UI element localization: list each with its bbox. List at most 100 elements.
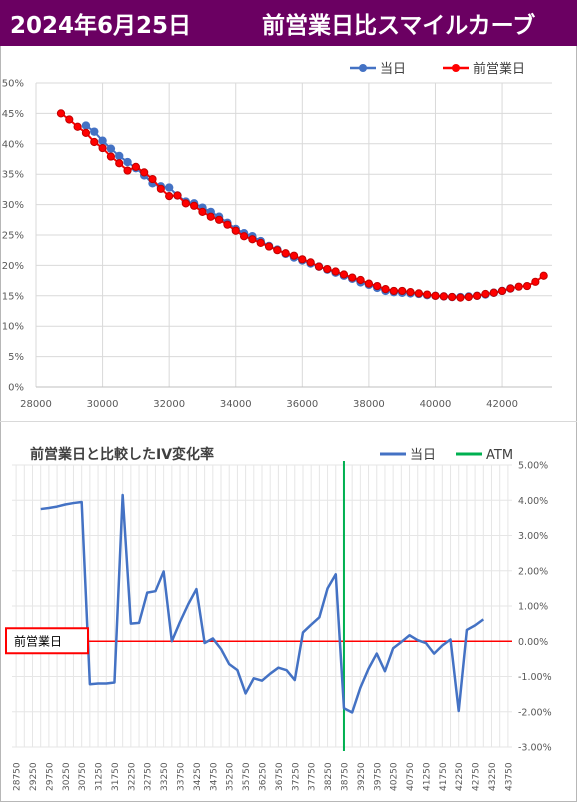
x-tick-label: 36250 [259, 762, 269, 791]
data-point-prev-day [314, 262, 324, 271]
data-point-prev-day [339, 270, 349, 279]
x-tick-label: 32750 [144, 762, 154, 791]
legend-label-prev-day: 前営業日 [473, 61, 525, 77]
data-point-prev-day [381, 285, 390, 294]
x-tick-label: 32250 [127, 762, 137, 791]
x-tick-label: 33250 [160, 762, 170, 791]
data-point-prev-day [81, 128, 91, 137]
data-point-prev-day [389, 286, 398, 296]
data-point-prev-day [489, 288, 498, 297]
data-point-prev-day [106, 152, 116, 161]
x-tick-label: 43750 [504, 762, 514, 791]
data-point-prev-day [364, 279, 374, 288]
x-tick-label: 37250 [291, 762, 301, 791]
header-date: 2024年6月25日 [10, 13, 192, 39]
smile-curve-chart: 28000 30000 32000 34000 36000 38000 40000 42000… [2, 61, 552, 410]
x-tick-label: 28750 [13, 762, 23, 791]
data-point-prev-day [56, 109, 66, 118]
x-tick-label: 30750 [78, 762, 88, 791]
y-tick-label: 4.00% [518, 496, 548, 507]
y-tick-label: 15% [2, 291, 24, 302]
data-point-prev-day [131, 162, 140, 172]
data-point-prev-day [514, 282, 523, 291]
y-tick-label: 0.00% [518, 637, 548, 648]
x-tick-label: 32000 [153, 399, 185, 410]
data-point-today [98, 136, 107, 145]
x-tick-label: 34250 [193, 762, 203, 791]
y-tick-label: -1.00% [518, 672, 552, 683]
data-point-prev-day [472, 291, 482, 300]
data-point-prev-day [248, 235, 257, 244]
x-tick-label: 31750 [111, 762, 121, 791]
header-title: 前営業日比スマイルカーブ [262, 13, 536, 39]
x-tick-label: 42750 [472, 762, 482, 791]
x-tick-label: 39750 [373, 762, 383, 791]
data-point-today [90, 127, 99, 136]
iv-change-chart: -3.00% -2.00% -1.00% 0.00% 1.00% 2.00% 3.00% 4.… [5, 446, 552, 791]
x-tick-label: 36750 [275, 762, 285, 791]
x-tick-label: 30000 [87, 399, 119, 410]
data-point-prev-day [173, 191, 182, 200]
data-point-prev-day [264, 242, 274, 251]
data-point-prev-day [431, 291, 440, 300]
x-tick-label: 31250 [95, 762, 105, 791]
y-tick-label: 35% [2, 170, 24, 181]
data-point-today [106, 144, 116, 153]
data-point-prev-day [439, 292, 448, 301]
reference-label-box [5, 627, 89, 655]
legend-marker-today [359, 64, 367, 72]
data-point-today [164, 183, 174, 192]
data-point-prev-day [148, 174, 157, 184]
x-tick-label: 35750 [242, 762, 252, 791]
data-point-prev-day [73, 122, 82, 131]
y-tick-label: 50% [2, 79, 24, 90]
data-point-prev-day [214, 215, 224, 224]
y-tick-label: 45% [2, 109, 24, 120]
data-point-prev-day [323, 264, 332, 274]
y-tick-label: 25% [2, 231, 24, 242]
data-point-prev-day [331, 267, 340, 276]
data-point-prev-day [539, 271, 548, 280]
x-tick-label: 38750 [340, 762, 350, 791]
x-tick-label: 40750 [406, 762, 416, 791]
data-point-prev-day [98, 143, 107, 153]
data-point-prev-day [198, 207, 207, 216]
x-tick-label: 38000 [353, 399, 385, 410]
header-bar: 2024年6月25日 前営業日比スマイルカーブ [0, 0, 577, 46]
data-point-prev-day [256, 238, 265, 248]
x-tick-label: 35250 [226, 762, 236, 791]
y-tick-label: 3.00% [518, 531, 548, 542]
y-tick-label: 1.00% [518, 602, 548, 613]
data-point-prev-day [522, 281, 532, 291]
x-tick-label: 41750 [439, 762, 449, 791]
x-tick-label: 34750 [209, 762, 219, 791]
x-tick-label: 34000 [220, 399, 252, 410]
y-tick-label: -3.00% [518, 743, 552, 754]
data-point-today [115, 151, 124, 161]
data-point-prev-day [190, 201, 199, 210]
data-point-prev-day [448, 292, 457, 302]
data-point-prev-day [239, 232, 249, 241]
data-point-prev-day [140, 168, 149, 177]
data-point-prev-day [90, 137, 99, 147]
data-point-prev-day [156, 184, 165, 193]
data-point-prev-day [464, 292, 473, 302]
data-point-prev-day [231, 226, 240, 235]
x-tick-label: 43250 [488, 762, 498, 791]
legend-marker-prev-day [452, 64, 460, 72]
series-line-today [85, 124, 511, 299]
x-tick-label: 42250 [455, 762, 465, 791]
data-point-prev-day [289, 251, 299, 260]
data-point-prev-day [115, 159, 124, 168]
data-point-prev-day [223, 220, 232, 229]
x-tick-label: 41250 [422, 762, 432, 791]
y-tick-label: 2.00% [518, 566, 548, 577]
y-tick-label: 20% [2, 261, 24, 272]
series-line-today [40, 493, 485, 714]
x-tick-label: 28000 [20, 399, 52, 410]
data-point-prev-day [348, 273, 357, 282]
reference-label: 前営業日 [14, 633, 62, 648]
y-tick-label: -2.00% [518, 707, 552, 718]
data-point-today [123, 157, 132, 167]
data-point-prev-day [165, 191, 174, 201]
